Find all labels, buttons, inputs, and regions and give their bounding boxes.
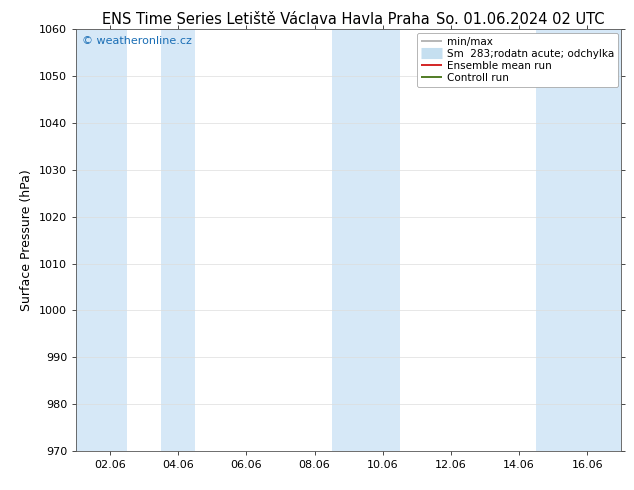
Text: ENS Time Series Letiště Václava Havla Praha: ENS Time Series Letiště Václava Havla Pr… <box>103 12 430 27</box>
Text: © weatheronline.cz: © weatheronline.cz <box>82 36 191 46</box>
Bar <box>161 29 195 451</box>
Text: So. 01.06.2024 02 UTC: So. 01.06.2024 02 UTC <box>436 12 604 27</box>
Y-axis label: Surface Pressure (hPa): Surface Pressure (hPa) <box>20 169 34 311</box>
Bar <box>536 29 621 451</box>
Legend: min/max, Sm  283;rodatn acute; odchylka, Ensemble mean run, Controll run: min/max, Sm 283;rodatn acute; odchylka, … <box>417 32 618 87</box>
Bar <box>76 29 127 451</box>
Bar <box>332 29 400 451</box>
